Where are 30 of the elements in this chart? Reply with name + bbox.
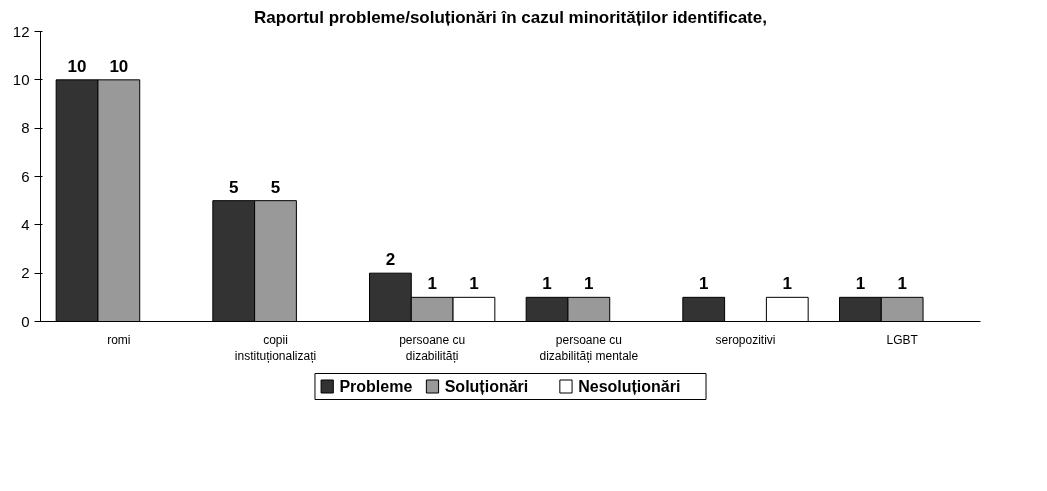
legend-label: Nesoluționări [578, 378, 681, 395]
x-tick-label: LGBT [886, 332, 919, 347]
y-tick-label: 0 [21, 312, 30, 330]
y-tick-label: 12 [12, 22, 30, 40]
chart-title: Raportul probleme/soluționări în cazul minorităților identificate, [254, 7, 767, 27]
data-label: 2 [385, 250, 396, 270]
y-tick-label: 10 [12, 70, 30, 88]
data-label: 1 [782, 274, 793, 294]
data-label: 1 [427, 274, 437, 294]
x-tick-label: seropozitivi [715, 332, 776, 347]
data-label: 1 [584, 274, 594, 294]
legend-label: Probleme [339, 378, 413, 395]
data-label: 1 [469, 274, 479, 294]
data-label: 5 [228, 177, 239, 197]
data-label: 1 [855, 274, 866, 294]
data-label: 1 [897, 274, 907, 294]
y-tick-label: 4 [21, 215, 30, 233]
y-tick-label: 6 [21, 167, 30, 185]
x-tick-label: copii instituționalizați [234, 332, 317, 364]
data-label: 10 [109, 56, 129, 76]
data-label: 1 [542, 274, 552, 294]
y-tick-label: 8 [21, 119, 30, 137]
x-tick-label: persoane cu dizabilități mentale [539, 332, 639, 364]
legend-label: Soluționări [444, 378, 529, 395]
y-tick-label: 2 [21, 264, 30, 282]
data-label: 10 [67, 56, 87, 76]
data-label: 5 [270, 177, 281, 197]
data-label: 1 [698, 274, 709, 294]
x-tick-label: romi [107, 332, 131, 347]
x-tick-label: persoane cu dizabilități [399, 332, 466, 364]
